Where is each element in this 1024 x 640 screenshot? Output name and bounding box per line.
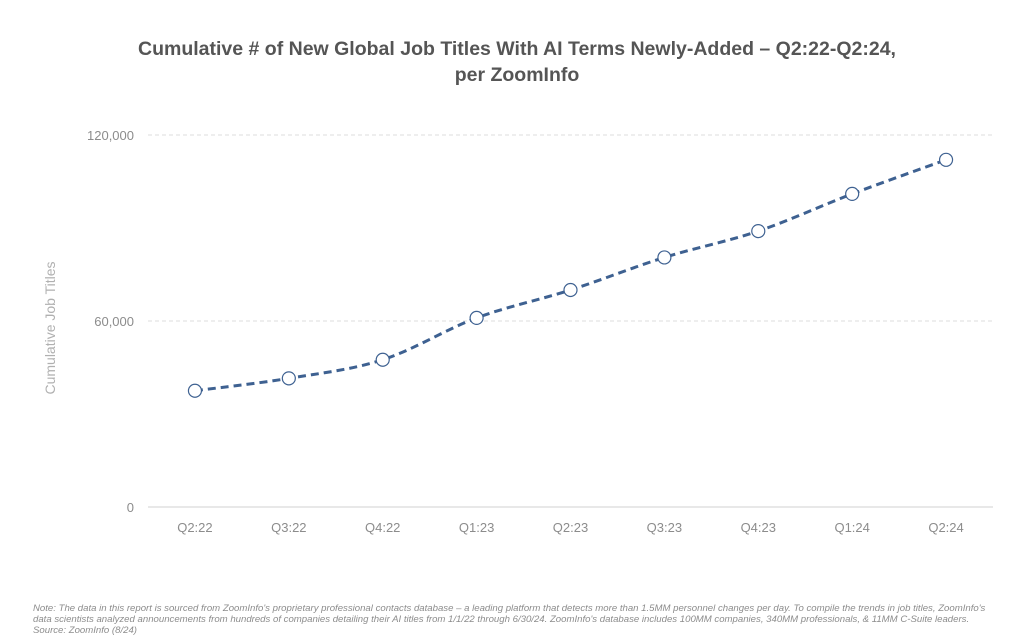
x-tick-label: Q3:22 — [271, 520, 306, 535]
x-tick-label: Q1:24 — [834, 520, 869, 535]
x-tick-label: Q2:24 — [928, 520, 963, 535]
data-point — [187, 383, 203, 398]
source-note: Note: The data in this report is sourced… — [33, 603, 986, 636]
y-tick-label: 120,000 — [87, 128, 134, 143]
x-axis-ticks: Q2:22 Q3:22 Q4:22 Q1:23 Q2:23 Q3:23 Q4:23 Q1:24… — [177, 520, 964, 535]
data-point — [845, 186, 860, 201]
x-tick-label: Q4:23 — [741, 520, 776, 535]
line-chart: 0 60,000 120,000 Q2:22 Q3:22 Q4:22 Q1:23 Q2:23… — [42, 128, 993, 535]
x-tick-label: Q3:23 — [647, 520, 682, 535]
data-point — [563, 282, 578, 298]
data-point — [751, 224, 766, 239]
chart-title-line-2: per ZoomInfo — [454, 64, 580, 86]
x-tick-label: Q4:22 — [365, 520, 400, 535]
data-point — [281, 371, 296, 386]
gridlines — [148, 134, 993, 508]
y-axis-label: Cumulative Job Titles — [42, 261, 58, 394]
series-line — [194, 158, 947, 393]
y-axis-ticks: 0 60,000 120,000 — [87, 128, 134, 515]
y-tick-label: 0 — [127, 500, 134, 515]
data-point — [469, 310, 484, 325]
chart-title-line-1: Cumulative # of New Global Job Titles Wi… — [138, 38, 896, 60]
x-tick-label: Q2:22 — [177, 520, 212, 535]
data-point — [938, 152, 954, 167]
x-tick-label: Q2:23 — [553, 520, 588, 535]
y-tick-label: 60,000 — [94, 314, 134, 329]
chart-title: Cumulative # of New Global Job Titles Wi… — [0, 36, 1024, 88]
data-point — [375, 352, 390, 367]
x-tick-label: Q1:23 — [459, 520, 494, 535]
series-group — [187, 152, 954, 398]
data-point — [657, 250, 672, 265]
